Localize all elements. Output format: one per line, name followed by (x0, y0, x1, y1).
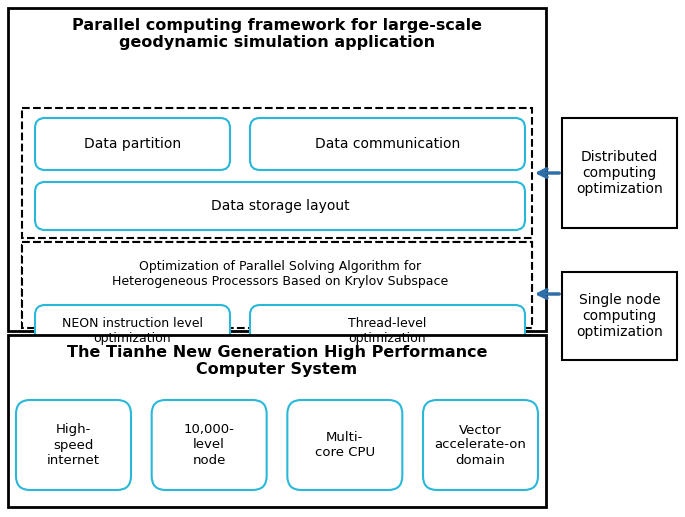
Bar (22, 242, 532, 322)
Bar (562, 118, 677, 228)
Text: Distributed
computing
optimization: Distributed computing optimization (576, 150, 663, 196)
FancyBboxPatch shape (35, 248, 525, 300)
Text: Data storage layout: Data storage layout (211, 199, 349, 213)
Text: Thread-level
optimization: Thread-level optimization (348, 317, 427, 345)
Text: Multi-
core CPU: Multi- core CPU (315, 431, 375, 459)
FancyBboxPatch shape (35, 305, 230, 357)
FancyBboxPatch shape (16, 400, 131, 490)
Text: Optimization of Parallel Solving Algorithm for
Heterogeneous Processors Based on: Optimization of Parallel Solving Algorit… (112, 260, 448, 288)
FancyBboxPatch shape (287, 400, 402, 490)
Text: NEON instruction level
optimization: NEON instruction level optimization (62, 317, 203, 345)
Bar (8, 8, 546, 331)
Text: Parallel computing framework for large-scale
geodynamic simulation application: Parallel computing framework for large-s… (72, 18, 482, 50)
Text: The Tianhe New Generation High Performance
Computer System: The Tianhe New Generation High Performan… (66, 345, 487, 377)
FancyBboxPatch shape (35, 118, 230, 170)
Bar (562, 272, 677, 360)
FancyBboxPatch shape (35, 182, 525, 230)
FancyBboxPatch shape (423, 400, 538, 490)
Text: Single node
computing
optimization: Single node computing optimization (576, 293, 663, 339)
Text: 10,000-
level
node: 10,000- level node (184, 423, 234, 466)
FancyBboxPatch shape (250, 305, 525, 357)
Text: Data partition: Data partition (84, 137, 181, 151)
Text: High-
speed
internet: High- speed internet (47, 423, 100, 466)
FancyBboxPatch shape (250, 118, 525, 170)
FancyBboxPatch shape (151, 400, 266, 490)
Bar (22, 242, 532, 328)
Bar (8, 335, 546, 507)
Bar (22, 108, 532, 238)
Text: Vector
accelerate-on
domain: Vector accelerate-on domain (434, 423, 527, 466)
Text: Data communication: Data communication (315, 137, 460, 151)
